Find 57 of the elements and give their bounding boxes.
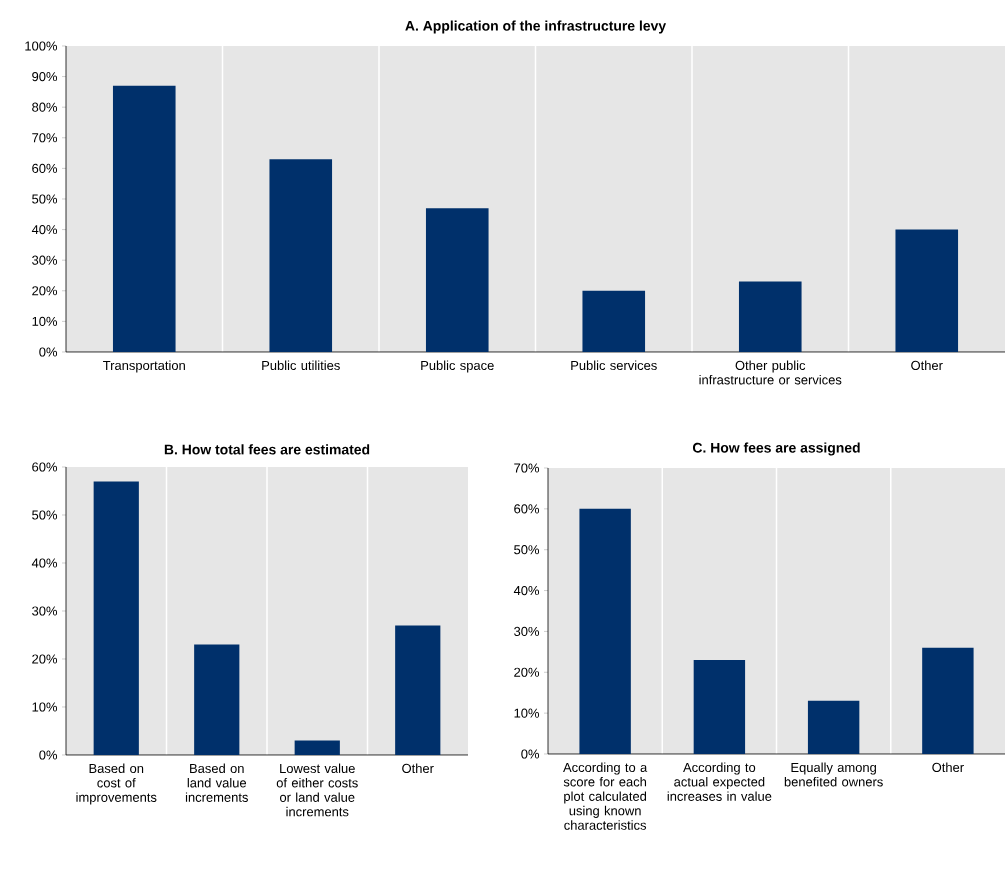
y-tick-label: 10% [32, 702, 58, 712]
y-tick-label: 70% [514, 463, 540, 473]
x-tick-label: According to a score for each plot calculated using known characteristics [563, 762, 648, 830]
y-tick-label: 40% [31, 558, 58, 568]
bar [582, 290, 646, 352]
bar [194, 644, 240, 755]
y-tick-label: 30% [32, 606, 58, 616]
chart-title: A. Application of the infrastructure levy [405, 20, 667, 34]
x-tick-label: Based on land value increments [185, 763, 248, 802]
x-tick-label: Other [402, 763, 434, 774]
y-tick-label: 60% [514, 504, 540, 514]
bar [269, 159, 333, 352]
y-tick-label: 100% [25, 41, 58, 51]
y-tick-label: 90% [32, 71, 58, 82]
y-tick-label: 80% [32, 102, 58, 112]
bar [579, 508, 631, 754]
bar [93, 481, 139, 755]
y-tick-label: 20% [514, 667, 540, 677]
chart-title: B. How total fees are estimated [164, 444, 370, 455]
bar [395, 625, 441, 755]
x-tick-label: Transportation [103, 360, 185, 373]
bar [807, 700, 860, 754]
x-tick-label: Equally among benefited owners [784, 762, 883, 787]
y-tick-label: 30% [32, 255, 58, 265]
y-tick-label: 0% [39, 750, 58, 760]
chart-title: C. How fees are assigned [692, 442, 860, 456]
y-tick-label: 20% [32, 286, 58, 296]
y-tick-label: 50% [32, 194, 58, 204]
bar [425, 208, 489, 352]
y-tick-label: 50% [32, 510, 58, 520]
bar [294, 740, 340, 755]
y-tick-label: 0% [521, 749, 540, 759]
x-tick-label: Other public infrastructure or services [699, 360, 842, 385]
y-tick-label: 60% [32, 462, 58, 472]
y-tick-label: 10% [32, 316, 58, 326]
y-tick-label: 50% [514, 545, 540, 555]
x-tick-label: Public space [421, 360, 494, 373]
y-tick-label: 60% [32, 163, 58, 173]
bar [693, 660, 746, 754]
y-tick-label: 10% [514, 708, 540, 718]
y-tick-label: 20% [32, 654, 58, 664]
x-tick-label: Lowest value of either costs or land value increments [276, 763, 358, 817]
x-tick-label: Other [932, 762, 964, 773]
bar [895, 229, 959, 352]
bar [922, 647, 974, 754]
bar [738, 281, 802, 352]
y-tick-label: 0% [39, 347, 58, 357]
x-tick-label: Public utilities [262, 360, 340, 371]
x-tick-label: Based on cost of improvements [76, 763, 157, 805]
y-tick-label: 30% [514, 626, 540, 636]
y-tick-label: 70% [32, 133, 58, 143]
x-tick-label: Public services [571, 360, 657, 371]
y-tick-label: 40% [513, 585, 540, 596]
x-tick-label: Other [911, 360, 943, 371]
y-tick-label: 40% [31, 224, 58, 235]
bar [112, 85, 176, 352]
x-tick-label: According to actual expected increases in value [667, 762, 772, 801]
